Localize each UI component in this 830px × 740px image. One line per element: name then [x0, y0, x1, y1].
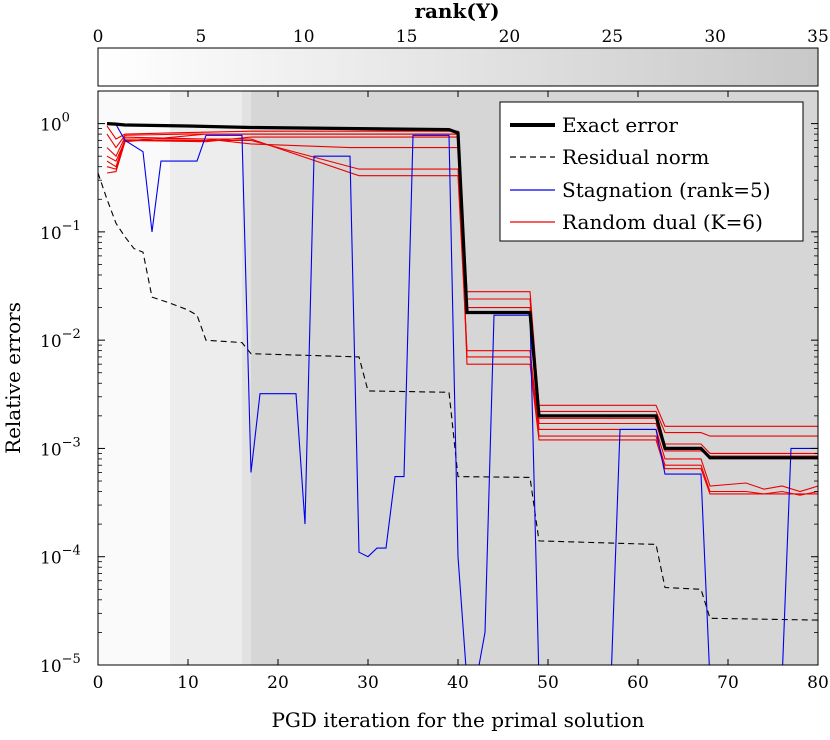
- y-tick-label: 10−4: [40, 544, 81, 569]
- x-tick-label: 80: [807, 673, 829, 693]
- rank-tick-label: 10: [293, 27, 315, 47]
- x-tick-label: 60: [627, 673, 649, 693]
- legend: Exact error Residual norm Stagnation (ra…: [499, 101, 804, 242]
- legend-label-stagnation: Stagnation (rank=5): [562, 178, 771, 202]
- series-layer: [98, 122, 818, 665]
- rank-tick-label: 5: [195, 27, 206, 47]
- series-random-dual-4: [106, 138, 818, 493]
- y-tick-label: 10−3: [40, 435, 81, 460]
- background-band-1: [170, 91, 242, 665]
- y-tick-label: 10−1: [40, 219, 81, 244]
- rank-colorbar: [97, 47, 819, 87]
- background-band-2: [242, 91, 251, 665]
- legend-label-exact: Exact error: [562, 113, 678, 137]
- rank-tick-label: 30: [704, 27, 726, 47]
- rank-tick-label: 20: [499, 27, 521, 47]
- rank-tick-label: 25: [601, 27, 623, 47]
- x-tick-label: 40: [447, 673, 469, 693]
- y-tick-label: 100: [40, 111, 70, 136]
- series-exact-error: [106, 122, 818, 460]
- legend-label-residual: Residual norm: [562, 145, 709, 169]
- y-axis-title: Relative errors: [1, 302, 25, 454]
- y-tick-label: 10−2: [40, 327, 81, 352]
- rank-tick-label: 0: [93, 27, 104, 47]
- rank-tick-label: 35: [807, 27, 829, 47]
- x-tick-label: 0: [93, 673, 104, 693]
- x-tick-label: 50: [537, 673, 559, 693]
- x-axis-title: PGD iteration for the primal solution: [271, 708, 644, 732]
- y-tick-label: 10−5: [40, 652, 81, 677]
- rank-axis-title: rank(Y): [414, 0, 499, 23]
- x-tick-label: 70: [717, 673, 739, 693]
- x-tick-label: 10: [177, 673, 199, 693]
- x-tick-label: 30: [357, 673, 379, 693]
- series-stagnation: [106, 123, 818, 665]
- rank-tick-label: 15: [396, 27, 418, 47]
- legend-label-random-dual: Random dual (K=6): [562, 210, 763, 234]
- x-tick-label: 20: [267, 673, 289, 693]
- series-residual-norm: [98, 172, 818, 621]
- x-axis-ticks: 0 10 20 30 40 50 60 70 80: [93, 91, 829, 693]
- series-random-dual-6: [106, 133, 818, 495]
